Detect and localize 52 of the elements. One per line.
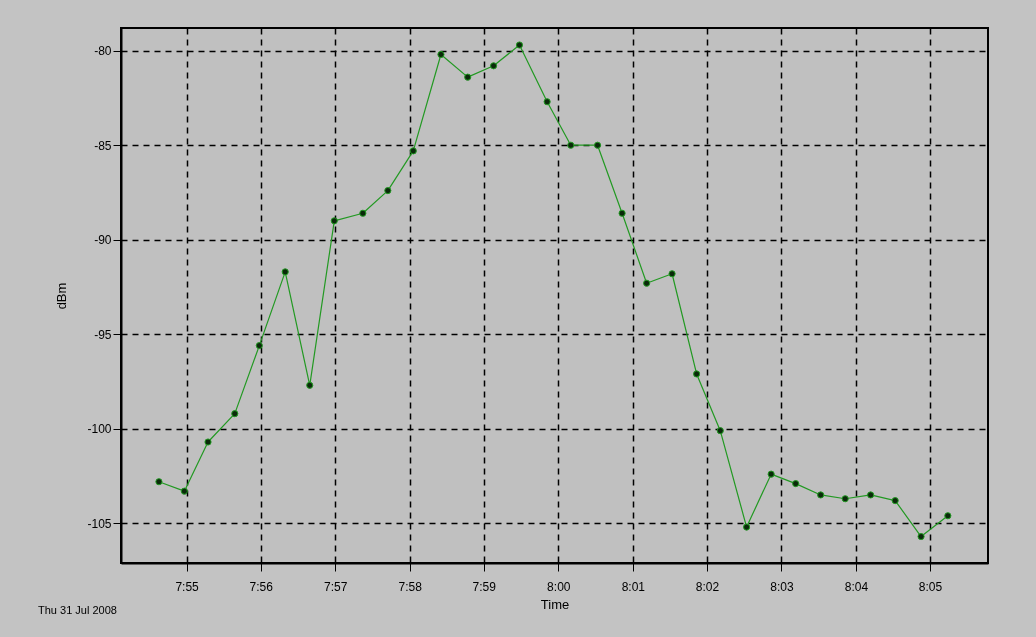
point bbox=[792, 480, 800, 488]
y-tick-label: -85 bbox=[94, 138, 112, 153]
point bbox=[180, 487, 188, 495]
point bbox=[716, 427, 724, 435]
point bbox=[917, 532, 925, 541]
point bbox=[867, 491, 875, 499]
y-tick-label: -80 bbox=[94, 44, 112, 59]
point bbox=[891, 497, 899, 505]
y-tick-label: -90 bbox=[94, 233, 112, 248]
point bbox=[464, 73, 472, 81]
x-tick-label: 8:02 bbox=[695, 579, 720, 594]
y-axis-title: dBm bbox=[54, 282, 70, 310]
point bbox=[155, 478, 163, 486]
x-tick-label: 8:05 bbox=[918, 579, 943, 594]
x-tick-label: 7:57 bbox=[324, 579, 348, 594]
x-tick-label: 7:59 bbox=[472, 579, 497, 594]
point bbox=[306, 381, 314, 389]
point bbox=[490, 62, 498, 70]
x-tick-label: 8:00 bbox=[547, 579, 571, 594]
point bbox=[359, 209, 367, 217]
point bbox=[743, 523, 751, 531]
x-tick-label: 7:55 bbox=[175, 579, 200, 594]
point bbox=[944, 512, 952, 520]
x-tick-label: 7:58 bbox=[398, 579, 423, 594]
x-tick-label: 7:56 bbox=[249, 579, 274, 594]
point bbox=[437, 50, 445, 59]
x-tick-label: 8:03 bbox=[770, 579, 794, 594]
y-tick-label: -105 bbox=[87, 516, 112, 531]
point bbox=[643, 279, 651, 287]
point bbox=[204, 438, 212, 446]
point bbox=[767, 470, 775, 478]
point bbox=[841, 495, 849, 503]
point bbox=[515, 41, 524, 49]
point bbox=[384, 187, 392, 195]
y-tick-label: -100 bbox=[87, 422, 112, 437]
point bbox=[618, 209, 626, 217]
x-tick-label: 8:01 bbox=[621, 579, 646, 594]
x-tick-label: 8:04 bbox=[844, 579, 869, 594]
point bbox=[231, 410, 239, 418]
point bbox=[668, 270, 676, 278]
point bbox=[330, 217, 338, 225]
text: Thu 31 Jul 2008 bbox=[38, 604, 117, 616]
point bbox=[817, 491, 825, 499]
point bbox=[281, 268, 289, 276]
point bbox=[693, 370, 701, 378]
x-axis-title: Time bbox=[540, 596, 570, 612]
point bbox=[255, 342, 263, 350]
y-tick-label: -95 bbox=[94, 327, 112, 342]
point bbox=[567, 141, 575, 149]
point bbox=[409, 147, 417, 155]
point bbox=[543, 98, 551, 106]
point bbox=[593, 141, 602, 149]
